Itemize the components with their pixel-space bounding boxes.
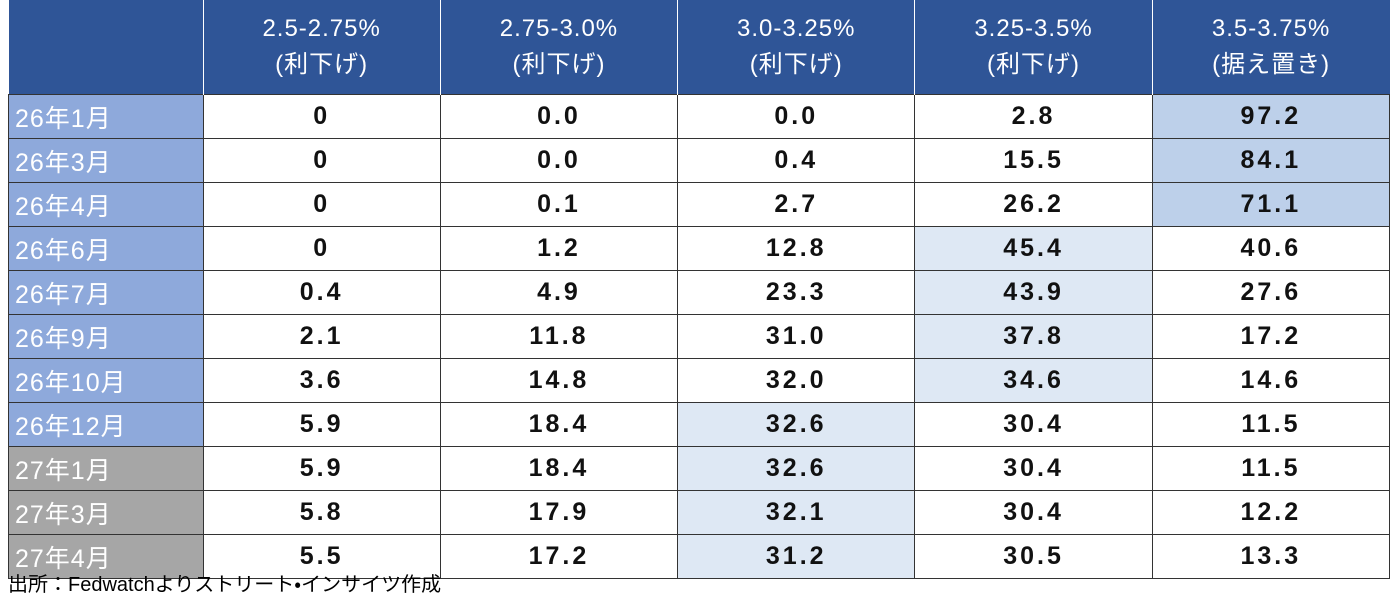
table-row: 26年6月 0 1.2 12.8 45.4 40.6 (8, 226, 1391, 271)
column-header: 3.0-3.25% (利下げ) (677, 0, 915, 95)
value-cell: 12.8 (677, 226, 916, 271)
row-label: 27年1月 (8, 446, 204, 491)
column-header: 3.25-3.5% (利下げ) (914, 0, 1153, 95)
column-header: 2.5-2.75% (利下げ) (202, 0, 441, 95)
value-cell: 43.9 (914, 270, 1153, 315)
table-row: 26年10月 3.6 14.8 32.0 34.6 14.6 (8, 358, 1391, 403)
value-cell: 0 (202, 94, 441, 139)
column-header: 3.5-3.75% (据え置き) (1151, 0, 1390, 95)
value-cell: 2.8 (914, 94, 1153, 139)
value-cell: 0 (202, 138, 441, 183)
table-row: 27年1月 5.9 18.4 32.6 30.4 11.5 (8, 446, 1391, 491)
value-cell: 27.6 (1151, 270, 1391, 315)
source-note: 出所：Fedwatchよりストリート・インサイツ作成 (8, 574, 442, 596)
value-cell: 0.4 (677, 138, 916, 183)
table-row: 26年9月 2.1 11.8 31.0 37.8 17.2 (8, 314, 1391, 359)
column-range: 3.0-3.25% (737, 15, 856, 42)
value-cell: 30.4 (914, 402, 1153, 447)
value-cell: 17.2 (1151, 314, 1391, 359)
value-cell: 12.2 (1151, 490, 1391, 535)
table-row: 26年1月 0 0.0 0.0 2.8 97.2 (8, 94, 1391, 139)
value-cell: 71.1 (1151, 182, 1391, 227)
value-cell: 32.6 (677, 402, 916, 447)
value-cell: 13.3 (1151, 534, 1391, 579)
value-cell: 30.4 (914, 446, 1153, 491)
column-range: 3.25-3.5% (974, 15, 1093, 42)
column-range: 3.5-3.75% (1211, 15, 1331, 42)
value-cell: 11.8 (439, 314, 679, 359)
column-label: (利下げ) (987, 51, 1081, 78)
value-cell: 0.4 (202, 270, 441, 315)
table-row: 26年12月 5.9 18.4 32.6 30.4 11.5 (8, 402, 1391, 447)
column-label: (据え置き) (1212, 51, 1331, 78)
row-label: 26年4月 (8, 182, 204, 227)
row-label: 26年10月 (8, 358, 204, 403)
value-cell: 17.2 (439, 534, 679, 579)
value-cell: 11.5 (1151, 446, 1391, 491)
column-label: (利下げ) (749, 51, 843, 78)
table-row: 26年4月 0 0.1 2.7 26.2 71.1 (8, 182, 1391, 227)
value-cell: 0.1 (439, 182, 679, 227)
value-cell: 14.6 (1151, 358, 1391, 403)
row-label: 26年1月 (8, 94, 204, 139)
value-cell: 4.9 (439, 270, 679, 315)
value-cell: 84.1 (1151, 138, 1391, 183)
value-cell: 18.4 (439, 402, 679, 447)
value-cell: 34.6 (914, 358, 1153, 403)
value-cell: 5.5 (202, 534, 441, 579)
value-cell: 0 (202, 182, 441, 227)
value-cell: 30.4 (914, 490, 1153, 535)
value-cell: 0.0 (439, 94, 679, 139)
data-table: 2.5-2.75% (利下げ) 2.75-3.0% (利下げ) 3.0-3.25% (利下… (8, 0, 1391, 579)
value-cell: 23.3 (677, 270, 916, 315)
value-cell: 5.9 (202, 402, 441, 447)
column-range: 2.75-3.0% (499, 15, 619, 42)
value-cell: 5.9 (202, 446, 441, 491)
value-cell: 3.6 (202, 358, 441, 403)
row-label: 26年3月 (8, 138, 204, 183)
column-label: (利下げ) (275, 51, 369, 78)
value-cell: 31.0 (677, 314, 916, 359)
value-cell: 30.5 (914, 534, 1153, 579)
value-cell: 45.4 (914, 226, 1153, 271)
row-label: 26年9月 (8, 314, 204, 359)
value-cell: 97.2 (1151, 94, 1391, 139)
column-label: (利下げ) (512, 51, 606, 78)
value-cell: 18.4 (439, 446, 679, 491)
table-row: 27年4月 5.5 17.2 31.2 30.5 13.3 (8, 534, 1391, 579)
row-label: 26年6月 (8, 226, 204, 271)
value-cell: 32.0 (677, 358, 916, 403)
value-cell: 1.2 (439, 226, 679, 271)
table-body: 26年1月 0 0.0 0.0 2.8 97.2 26年3月 0 0.0 0.4 15.5 84.1 2… (8, 94, 1391, 579)
table-row: 26年7月 0.4 4.9 23.3 43.9 27.6 (8, 270, 1391, 315)
value-cell: 0.0 (439, 138, 679, 183)
value-cell: 17.9 (439, 490, 679, 535)
value-cell: 5.8 (202, 490, 441, 535)
row-label: 27年3月 (8, 490, 204, 535)
header-row: 2.5-2.75% (利下げ) 2.75-3.0% (利下げ) 3.0-3.25% (利下… (8, 0, 1390, 95)
corner-cell (8, 0, 203, 95)
column-range: 2.5-2.75% (262, 15, 381, 42)
value-cell: 32.1 (677, 490, 916, 535)
value-cell: 31.2 (677, 534, 916, 579)
value-cell: 40.6 (1151, 226, 1391, 271)
row-label: 26年7月 (8, 270, 204, 315)
value-cell: 11.5 (1151, 402, 1391, 447)
value-cell: 15.5 (914, 138, 1153, 183)
value-cell: 2.7 (677, 182, 916, 227)
row-label: 27年4月 (8, 534, 204, 579)
value-cell: 2.1 (202, 314, 441, 359)
value-cell: 0 (202, 226, 441, 271)
table-row: 27年3月 5.8 17.9 32.1 30.4 12.2 (8, 490, 1391, 535)
value-cell: 0.0 (677, 94, 916, 139)
value-cell: 26.2 (914, 182, 1153, 227)
value-cell: 37.8 (914, 314, 1153, 359)
value-cell: 32.6 (677, 446, 916, 491)
column-header: 2.75-3.0% (利下げ) (439, 0, 678, 95)
value-cell: 14.8 (439, 358, 679, 403)
table-row: 26年3月 0 0.0 0.4 15.5 84.1 (8, 138, 1391, 183)
row-label: 26年12月 (8, 402, 204, 447)
